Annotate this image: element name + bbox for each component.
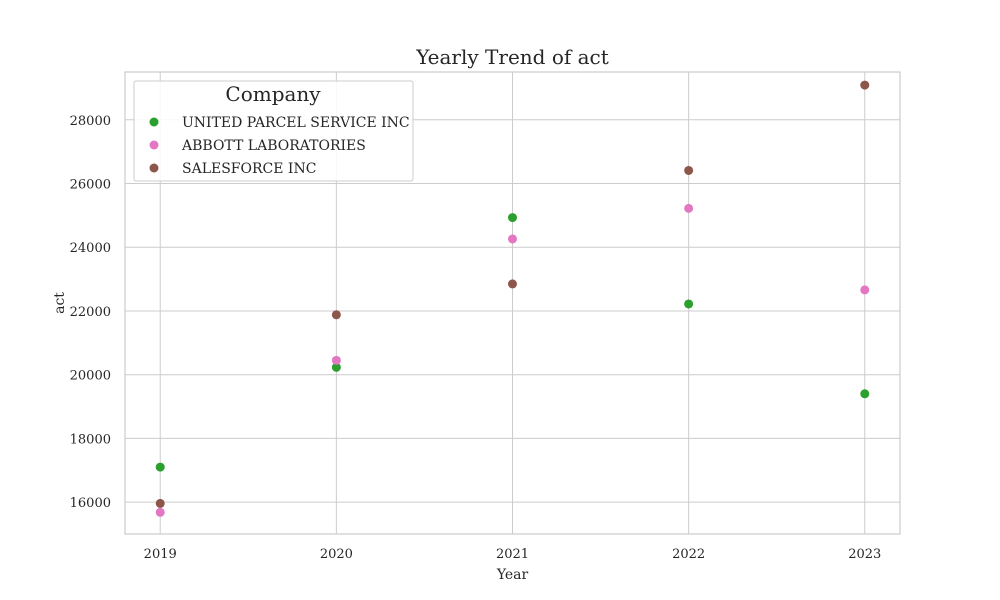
data-point [508,234,517,244]
data-point [331,355,341,365]
data-point [155,507,165,517]
data-point [684,165,694,175]
y-tick-label: 24000 [70,241,111,256]
y-tick-label: 28000 [70,114,111,129]
data-point [331,362,341,372]
plot-frame [124,71,901,535]
data-point [684,299,694,309]
x-tick-label: 2021 [496,547,529,562]
data-point [684,203,694,213]
y-tick-label: 18000 [70,432,111,447]
x-tick-label: 2022 [672,547,705,562]
legend-box [133,80,414,182]
legend-title: Company [225,82,321,106]
data-point [155,462,165,472]
y-tick-label: 20000 [70,369,111,384]
data-point [860,80,870,90]
y-tick-label: 26000 [70,178,111,193]
legend-marker [149,140,159,150]
data-point [508,279,517,289]
y-tick-label: 22000 [70,305,111,320]
x-tick-label: 2020 [320,547,353,562]
legend-label: SALESFORCE INC [182,161,316,177]
y-axis-label: act [52,292,68,314]
data-point [331,310,341,320]
legend-label: ABBOTT LABORATORIES [181,138,366,154]
data-point [860,389,870,399]
x-tick-label: 2019 [144,547,177,562]
x-tick-label: 2023 [848,547,881,562]
x-axis-label: Year [496,567,529,583]
y-tick-label: 16000 [70,496,111,511]
data-point [508,213,517,223]
legend: Company UNITED PARCEL SERVICE INC ABBOTT … [133,80,414,182]
legend-marker [149,117,159,127]
chart-title: Yearly Trend of act [415,45,609,69]
data-point [860,285,870,295]
legend-label: UNITED PARCEL SERVICE INC [182,115,410,131]
legend-marker [149,163,159,173]
data-point [155,498,165,508]
